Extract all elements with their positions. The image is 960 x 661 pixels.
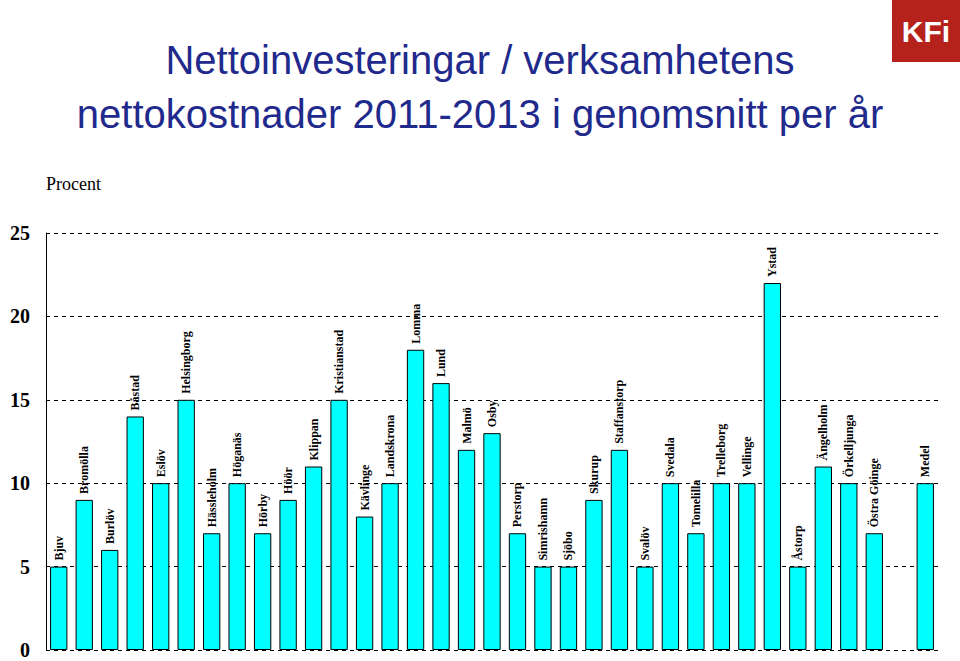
svg-text:Landskrona: Landskrona	[383, 415, 397, 477]
svg-text:Nettoinvesteringar / verksamhe: Nettoinvesteringar / verksamhetens	[165, 38, 794, 82]
svg-text:Höganäs: Höganäs	[230, 432, 244, 477]
svg-text:Burlöv: Burlöv	[103, 509, 117, 544]
svg-text:Hörby: Hörby	[256, 494, 270, 527]
svg-text:KFi: KFi	[902, 15, 950, 48]
svg-text:Skurup: Skurup	[587, 455, 601, 494]
svg-text:15: 15	[10, 389, 30, 411]
svg-text:Simrishamn: Simrishamn	[536, 498, 550, 561]
svg-text:Örkelljunga: Örkelljunga	[842, 415, 856, 478]
svg-text:Trelleborg: Trelleborg	[714, 424, 728, 478]
svg-text:nettokostnader 2011-2013 i gen: nettokostnader 2011-2013 i genomsnitt pe…	[77, 92, 883, 136]
svg-text:Ystad: Ystad	[765, 247, 779, 277]
svg-text:Medel: Medel	[918, 445, 932, 478]
svg-text:Procent: Procent	[46, 174, 101, 194]
svg-text:Åstorp: Åstorp	[791, 525, 805, 561]
svg-text:Bjuv: Bjuv	[52, 536, 66, 561]
svg-text:Höör: Höör	[281, 467, 295, 494]
svg-text:Osby: Osby	[485, 400, 499, 427]
svg-text:Perstorp: Perstorp	[510, 482, 524, 527]
svg-text:Malmö: Malmö	[460, 407, 474, 444]
svg-text:Staffanstorp: Staffanstorp	[612, 380, 626, 444]
svg-text:Eslöv: Eslöv	[154, 449, 168, 477]
svg-text:Helsingborg: Helsingborg	[179, 331, 193, 394]
svg-text:10: 10	[10, 472, 30, 494]
svg-text:0: 0	[20, 639, 30, 661]
svg-text:Vellinge: Vellinge	[740, 436, 754, 478]
svg-text:Hässleholm: Hässleholm	[205, 468, 219, 527]
svg-text:Lund: Lund	[434, 349, 448, 377]
svg-text:25: 25	[10, 222, 30, 244]
svg-text:Bromölla: Bromölla	[77, 446, 91, 494]
svg-text:Ängelholm: Ängelholm	[816, 405, 830, 461]
svg-text:Klippan: Klippan	[307, 418, 321, 460]
svg-text:Tomelilla: Tomelilla	[689, 480, 703, 528]
svg-text:Sjöbo: Sjöbo	[561, 531, 575, 560]
svg-text:Kristianstad: Kristianstad	[332, 329, 346, 393]
svg-text:Östra Göinge: Östra Göinge	[867, 458, 881, 528]
svg-text:Lomma: Lomma	[409, 304, 423, 344]
svg-text:5: 5	[20, 556, 30, 578]
svg-text:20: 20	[10, 305, 30, 327]
svg-text:Svedala: Svedala	[663, 437, 677, 477]
svg-text:Svalöv: Svalöv	[638, 527, 652, 561]
svg-text:Båstad: Båstad	[128, 375, 142, 411]
svg-text:Kävlinge: Kävlinge	[358, 464, 372, 511]
